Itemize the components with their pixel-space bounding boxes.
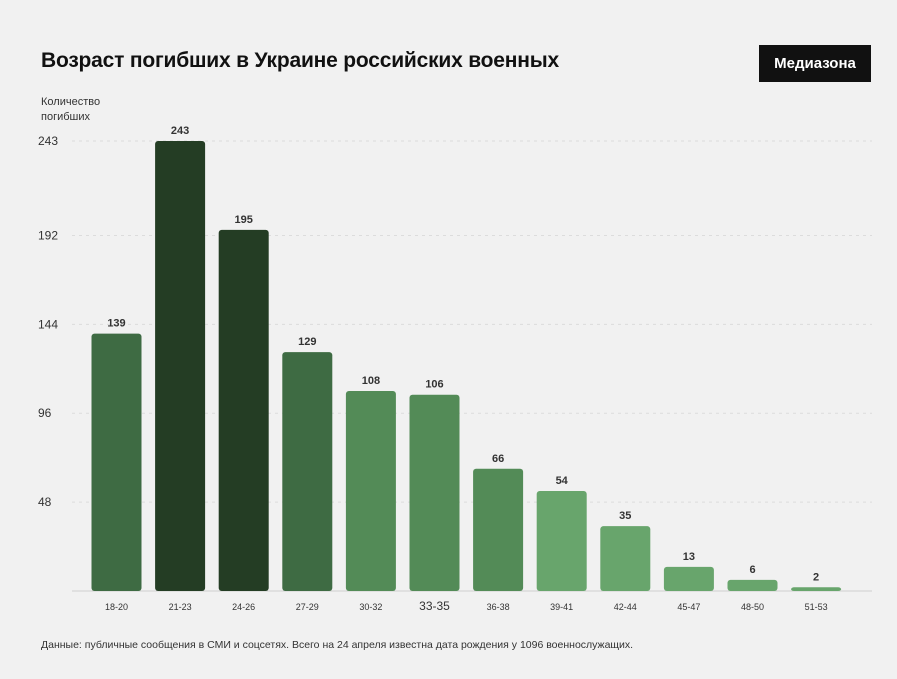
bar-18-20 [91,333,142,591]
x-tick-label: 48-50 [741,602,764,612]
data-label: 6 [749,564,755,576]
data-labels: 139 243 195 129 108 106 66 54 35 13 6 2 [107,125,819,583]
bar-30-32 [345,391,396,591]
x-axis-ticks: 18-20 21-23 24-26 27-29 30-32 33-35 36-38 39-41… [105,599,828,613]
data-label: 195 [235,214,253,226]
bar-27-29 [282,352,333,591]
y-axis-label: Количество погибших [41,96,101,123]
bar-24-26 [218,229,269,591]
bar-51-53 [791,587,842,591]
bar-39-41 [536,491,587,591]
data-label: 66 [492,453,504,465]
bar-21-23 [155,141,206,591]
bar-48-50 [727,579,778,591]
data-label: 54 [556,475,569,487]
y-axis-ticks: 48 96 144 192 243 [38,134,58,509]
y-tick-label: 96 [38,406,52,420]
grid-lines [72,140,872,592]
x-tick-label: 51-53 [805,602,828,612]
x-tick-label: 18-20 [105,602,128,612]
x-tick-label: 39-41 [550,602,573,612]
x-tick-label: 45-47 [677,602,700,612]
y-tick-label: 48 [38,495,52,509]
y-tick-label: 144 [38,317,58,331]
x-tick-label: 33-35 [419,599,450,613]
y-tick-label: 192 [38,228,58,242]
bars [91,141,842,591]
x-tick-label: 30-32 [359,602,382,612]
y-tick-label: 243 [38,134,58,148]
x-tick-label: 21-23 [169,602,192,612]
mediazona-logo[interactable]: Медиазона [759,45,871,82]
data-label: 139 [107,318,125,330]
bar-42-44 [600,526,651,591]
chart-title: Возраст погибших в Украине российских во… [41,49,559,72]
data-label: 35 [619,510,631,522]
data-label: 13 [683,551,695,563]
bar-33-35 [409,394,460,591]
bar-36-38 [473,468,524,591]
bar-45-47 [663,566,714,591]
data-label: 243 [171,125,189,137]
data-label: 106 [425,379,443,391]
x-tick-label: 24-26 [232,602,255,612]
data-label: 129 [298,336,316,348]
x-tick-label: 36-38 [487,602,510,612]
source-note: Данные: публичные сообщения в СМИ и соцс… [41,639,634,651]
data-label: 2 [813,571,819,583]
x-tick-label: 42-44 [614,602,637,612]
data-label: 108 [362,375,380,387]
x-tick-label: 27-29 [296,602,319,612]
